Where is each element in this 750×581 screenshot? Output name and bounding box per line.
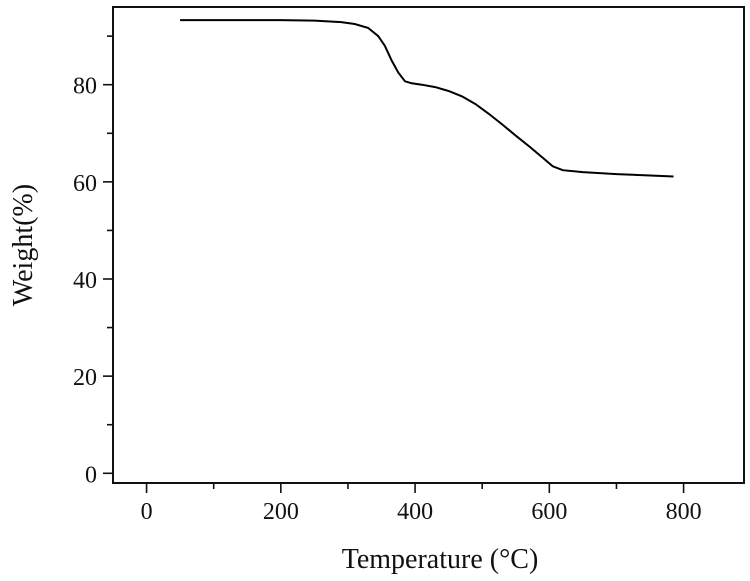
y-axis-ticks [103, 35, 113, 475]
x-tick-label: 400 [397, 499, 433, 525]
y-tick-label: 0 [85, 462, 97, 488]
weight-loss-curve [180, 19, 674, 178]
y-tick-label: 20 [73, 365, 97, 391]
x-tick-label: 200 [263, 499, 299, 525]
y-axis-tick-labels: 0 20 40 60 80 [73, 74, 97, 489]
y-tick-label: 80 [73, 74, 97, 100]
x-tick-label: 600 [531, 499, 567, 525]
plot-frame [112, 6, 745, 484]
x-axis-tick-labels: 0 200 400 600 800 [141, 499, 702, 525]
x-tick-label: 800 [666, 499, 702, 525]
y-axis-title: Weight(%) [8, 184, 39, 306]
y-tick-label: 40 [73, 268, 97, 294]
x-tick-label: 0 [141, 499, 153, 525]
x-axis-title: Temperature (°C) [342, 544, 539, 575]
y-tick-label: 60 [73, 171, 97, 197]
x-axis-ticks [145, 483, 685, 493]
